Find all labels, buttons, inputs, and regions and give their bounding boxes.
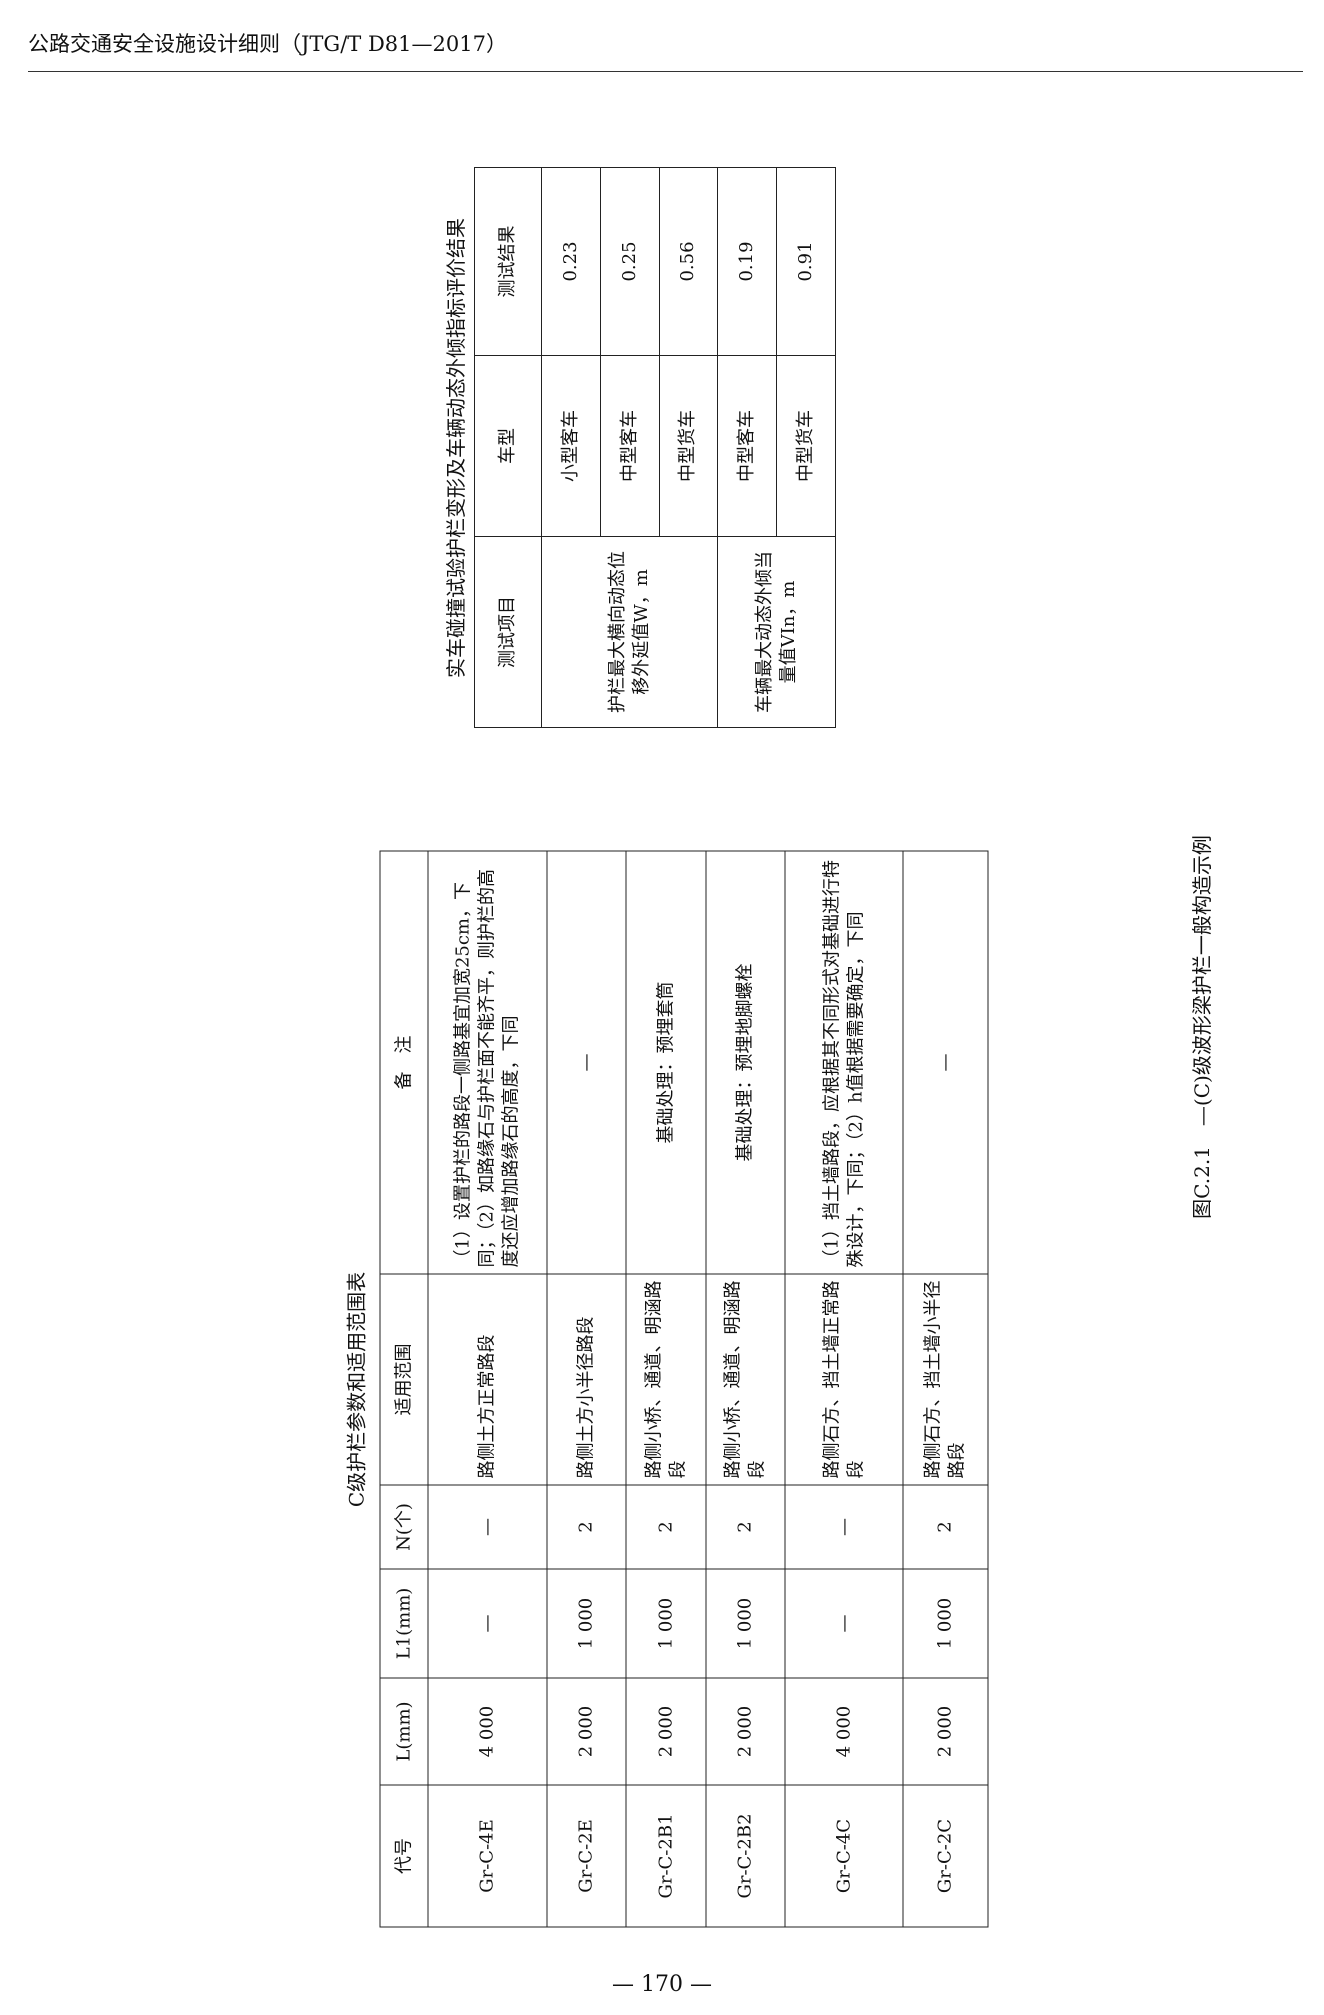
l-cell: 2 000 <box>625 1677 706 1785</box>
table-row: Gr-C-2B2 2 000 1 000 2 路侧小桥、通道、明涵路段 基础处理… <box>705 850 785 1927</box>
table-row: 车辆最大动态外倾当量值VIn，m 中型客车 0.19 <box>717 167 836 728</box>
result-cell: 0.23 <box>541 167 601 356</box>
l-cell: 4 000 <box>784 1677 903 1785</box>
column-header: 车型 <box>474 355 542 537</box>
table-caption: C级护栏参数和适用范围表 <box>344 1271 368 1507</box>
l1-cell: — <box>784 1568 903 1678</box>
code-cell: Gr-C-4E <box>427 1784 547 1927</box>
scope-cell: 路侧土方小半径路段 <box>546 1273 626 1485</box>
remark-cell: 基础处理：预埋套筒 <box>625 850 706 1274</box>
remark-cell: — <box>902 850 988 1274</box>
l-cell: 2 000 <box>902 1677 988 1785</box>
crash-test-table-block: 实车碰撞试验护栏变形及车辆动态外倾指标评价结果 测试项目 车型 测试结果 护栏最… <box>440 167 840 728</box>
l-cell: 4 000 <box>427 1677 547 1785</box>
scope-cell: 路侧小桥、通道、明涵路段 <box>625 1273 706 1485</box>
code-cell: Gr-C-2B1 <box>625 1784 706 1927</box>
vehicle-type-cell: 中型货车 <box>659 355 718 537</box>
column-header: 适用范围 <box>379 1273 428 1485</box>
c-guardrail-table: 代号 L(mm) L1(mm) N(个) 适用范围 备 注 Gr-C-4E 4 … <box>379 850 988 1927</box>
n-cell: — <box>784 1484 903 1569</box>
l1-cell: 1 000 <box>625 1568 706 1678</box>
l-cell: 2 000 <box>546 1677 626 1785</box>
page-number: — 170 — <box>612 1972 712 1997</box>
result-cell: 0.19 <box>717 167 777 356</box>
scope-cell: 路侧石方、挡土墙小半径路段 <box>902 1273 988 1485</box>
vehicle-type-cell: 小型客车 <box>541 355 601 537</box>
column-header: 备 注 <box>379 850 428 1274</box>
table-caption: 实车碰撞试验护栏变形及车辆动态外倾指标评价结果 <box>444 218 468 678</box>
table-row: Gr-C-2C 2 000 1 000 2 路侧石方、挡土墙小半径路段 — <box>902 850 988 1927</box>
remark-cell: 基础处理：预埋地脚螺栓 <box>705 850 785 1274</box>
test-item-cell: 车辆最大动态外倾当量值VIn，m <box>717 536 836 728</box>
code-cell: Gr-C-4C <box>784 1784 903 1927</box>
table-header-row: 代号 L(mm) L1(mm) N(个) 适用范围 备 注 <box>379 850 428 1927</box>
n-cell: 2 <box>902 1484 988 1569</box>
table-row: 护栏最大横向动态位移外延值W，m 小型客车 0.23 <box>541 167 718 728</box>
table-row: Gr-C-4E 4 000 — — 路侧土方正常路段 （1）设置护栏的路段一侧路… <box>427 850 547 1927</box>
l-cell: 2 000 <box>705 1677 785 1785</box>
n-cell: — <box>427 1484 547 1569</box>
code-cell: Gr-C-2E <box>546 1784 626 1927</box>
column-header: L(mm) <box>379 1677 428 1785</box>
crash-test-table: 测试项目 车型 测试结果 护栏最大横向动态位移外延值W，m 小型客车 0.23 … <box>474 167 836 728</box>
result-cell: 0.25 <box>600 167 660 356</box>
table-row: Gr-C-2B1 2 000 1 000 2 路侧小桥、通道、明涵路段 基础处理… <box>625 850 706 1927</box>
result-cell: 0.91 <box>776 167 836 356</box>
vehicle-type-cell: 中型货车 <box>776 355 836 537</box>
table-header-row: 测试项目 车型 测试结果 <box>474 167 542 728</box>
column-header: 代号 <box>379 1784 428 1927</box>
column-header: 测试结果 <box>474 167 542 356</box>
l1-cell: 1 000 <box>902 1568 988 1678</box>
n-cell: 2 <box>546 1484 626 1569</box>
l1-cell: — <box>427 1568 547 1678</box>
remark-cell: （1）设置护栏的路段一侧路基宜加宽25cm，下同；（2）如路缘石与护栏面不能齐平… <box>427 850 547 1274</box>
c-guardrail-table-block: C级护栏参数和适用范围表 代号 L(mm) L1(mm) N(个) 适用范围 备… <box>340 850 988 1927</box>
scope-cell: 路侧土方正常路段 <box>427 1273 547 1485</box>
column-header: L1(mm) <box>379 1568 428 1678</box>
figure-caption: 图C.2.1 —(C)级波形梁护栏一般构造示例 <box>1190 835 1214 1219</box>
remark-cell: — <box>546 850 626 1274</box>
result-cell: 0.56 <box>659 167 718 356</box>
code-cell: Gr-C-2C <box>902 1784 988 1927</box>
table-row: Gr-C-4C 4 000 — — 路侧石方、挡土墙正常路段 （1）挡土墙路段，… <box>784 850 903 1927</box>
header-divider <box>28 71 1303 72</box>
n-cell: 2 <box>625 1484 706 1569</box>
running-header: 公路交通安全设施设计细则（JTG/T D81—2017） <box>28 32 507 56</box>
column-header: N(个) <box>379 1484 428 1569</box>
scope-cell: 路侧石方、挡土墙正常路段 <box>784 1273 903 1485</box>
table-row: Gr-C-2E 2 000 1 000 2 路侧土方小半径路段 — <box>546 850 626 1927</box>
l1-cell: 1 000 <box>705 1568 785 1678</box>
scope-cell: 路侧小桥、通道、明涵路段 <box>705 1273 785 1485</box>
vehicle-type-cell: 中型客车 <box>600 355 660 537</box>
column-header: 测试项目 <box>474 536 542 728</box>
n-cell: 2 <box>705 1484 785 1569</box>
code-cell: Gr-C-2B2 <box>705 1784 785 1927</box>
remark-cell: （1）挡土墙路段，应根据其不同形式对基础进行特殊设计，下同；（2）h值根据需要确… <box>784 850 903 1274</box>
l1-cell: 1 000 <box>546 1568 626 1678</box>
test-item-cell: 护栏最大横向动态位移外延值W，m <box>541 536 718 728</box>
vehicle-type-cell: 中型客车 <box>717 355 777 537</box>
